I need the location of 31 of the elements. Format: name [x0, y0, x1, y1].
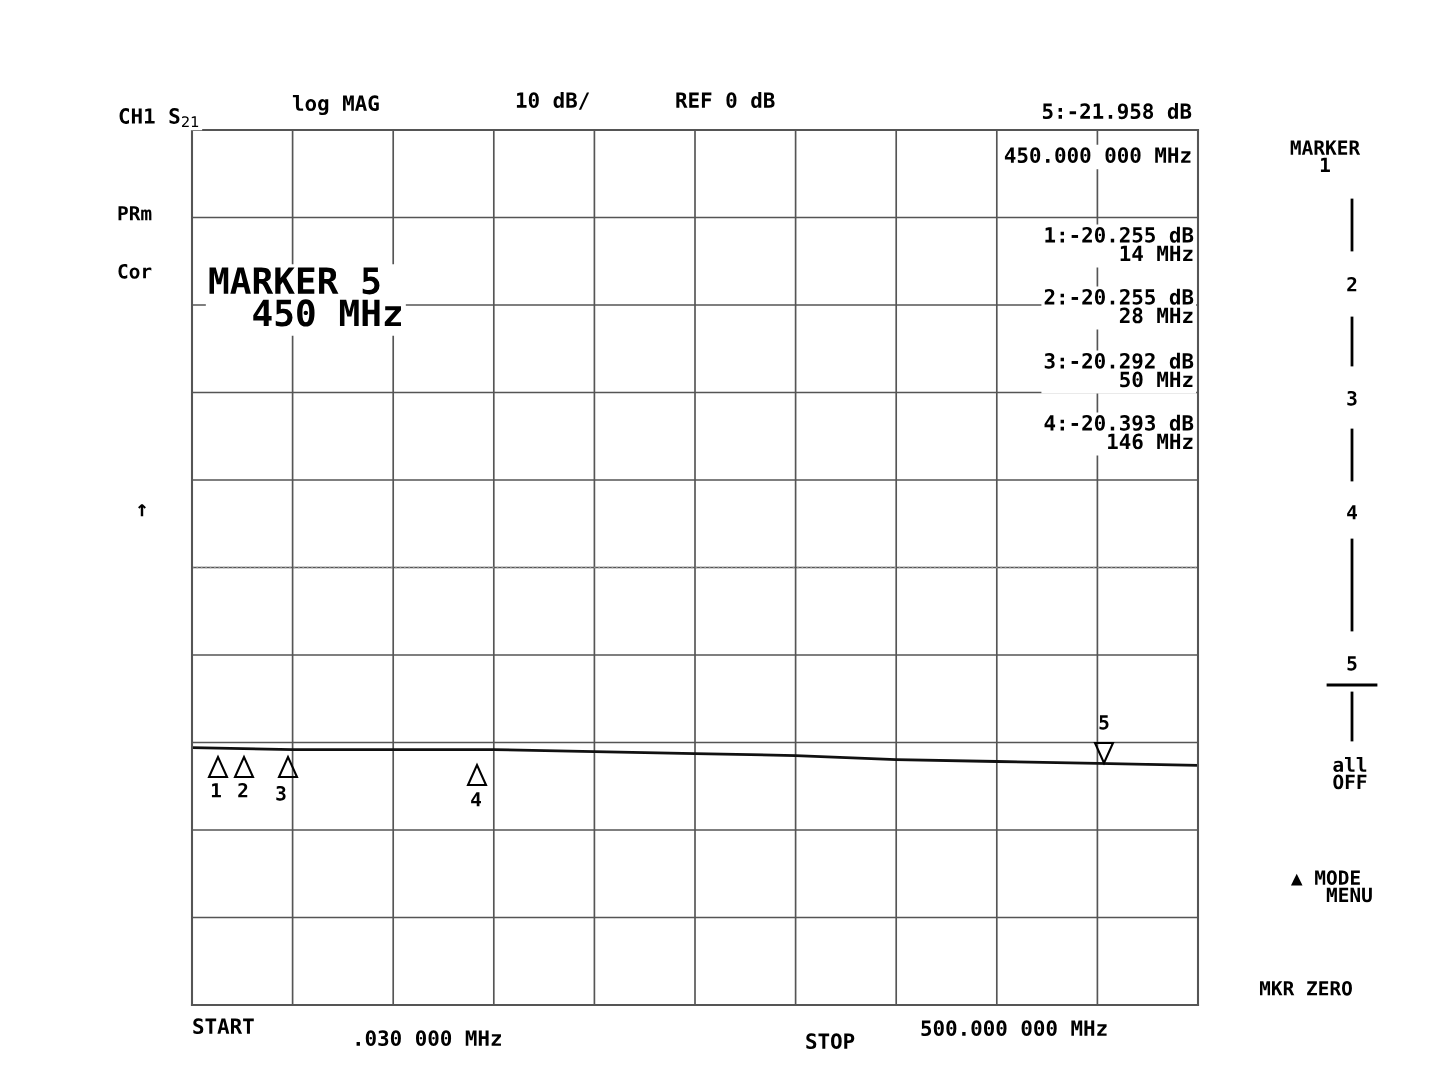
text: 2 — [1347, 276, 1357, 292]
annotation: 5 — [1099, 715, 1109, 730]
text: .030 000 MHz — [356, 1030, 501, 1047]
text: ↑ — [138, 504, 146, 517]
text: 4:-20.393 dB 146 MHz — [1044, 414, 1194, 450]
text: MKR ZERO — [1259, 980, 1352, 996]
text: log MAG — [292, 94, 379, 116]
text: MARKER 5 450 MHz — [209, 267, 401, 327]
text: PRm — [118, 206, 152, 221]
text: 4 — [471, 792, 481, 807]
text: 5 — [1347, 656, 1357, 671]
text: 3 — [1347, 390, 1357, 406]
text: 4 — [1347, 505, 1357, 520]
text: 1 — [211, 783, 221, 798]
text: Cor — [118, 263, 152, 279]
text: START — [193, 1018, 254, 1035]
text: 10 dB/ — [516, 91, 590, 110]
text: ▲ MODE MENU — [1290, 870, 1372, 903]
text: REF 0 dB — [676, 91, 775, 109]
text: all OFF — [1333, 756, 1367, 790]
text: 5:-21.958 dB — [1042, 102, 1192, 120]
text: 1:-20.255 dB 14 MHz — [1045, 226, 1194, 262]
text: CH1 S$_{21}$ — [119, 108, 199, 127]
text: 3 — [276, 785, 286, 801]
text: MARKER 1 — [1290, 140, 1361, 173]
text: 500.000 000 MHz — [921, 1020, 1107, 1037]
text: 2 — [238, 782, 248, 798]
text: 450.000 000 MHz — [1004, 147, 1191, 164]
text: 3:-20.292 dB 50 MHz — [1044, 352, 1194, 388]
text: 2:-20.255 dB 28 MHz — [1044, 288, 1194, 324]
text: STOP — [806, 1033, 855, 1050]
